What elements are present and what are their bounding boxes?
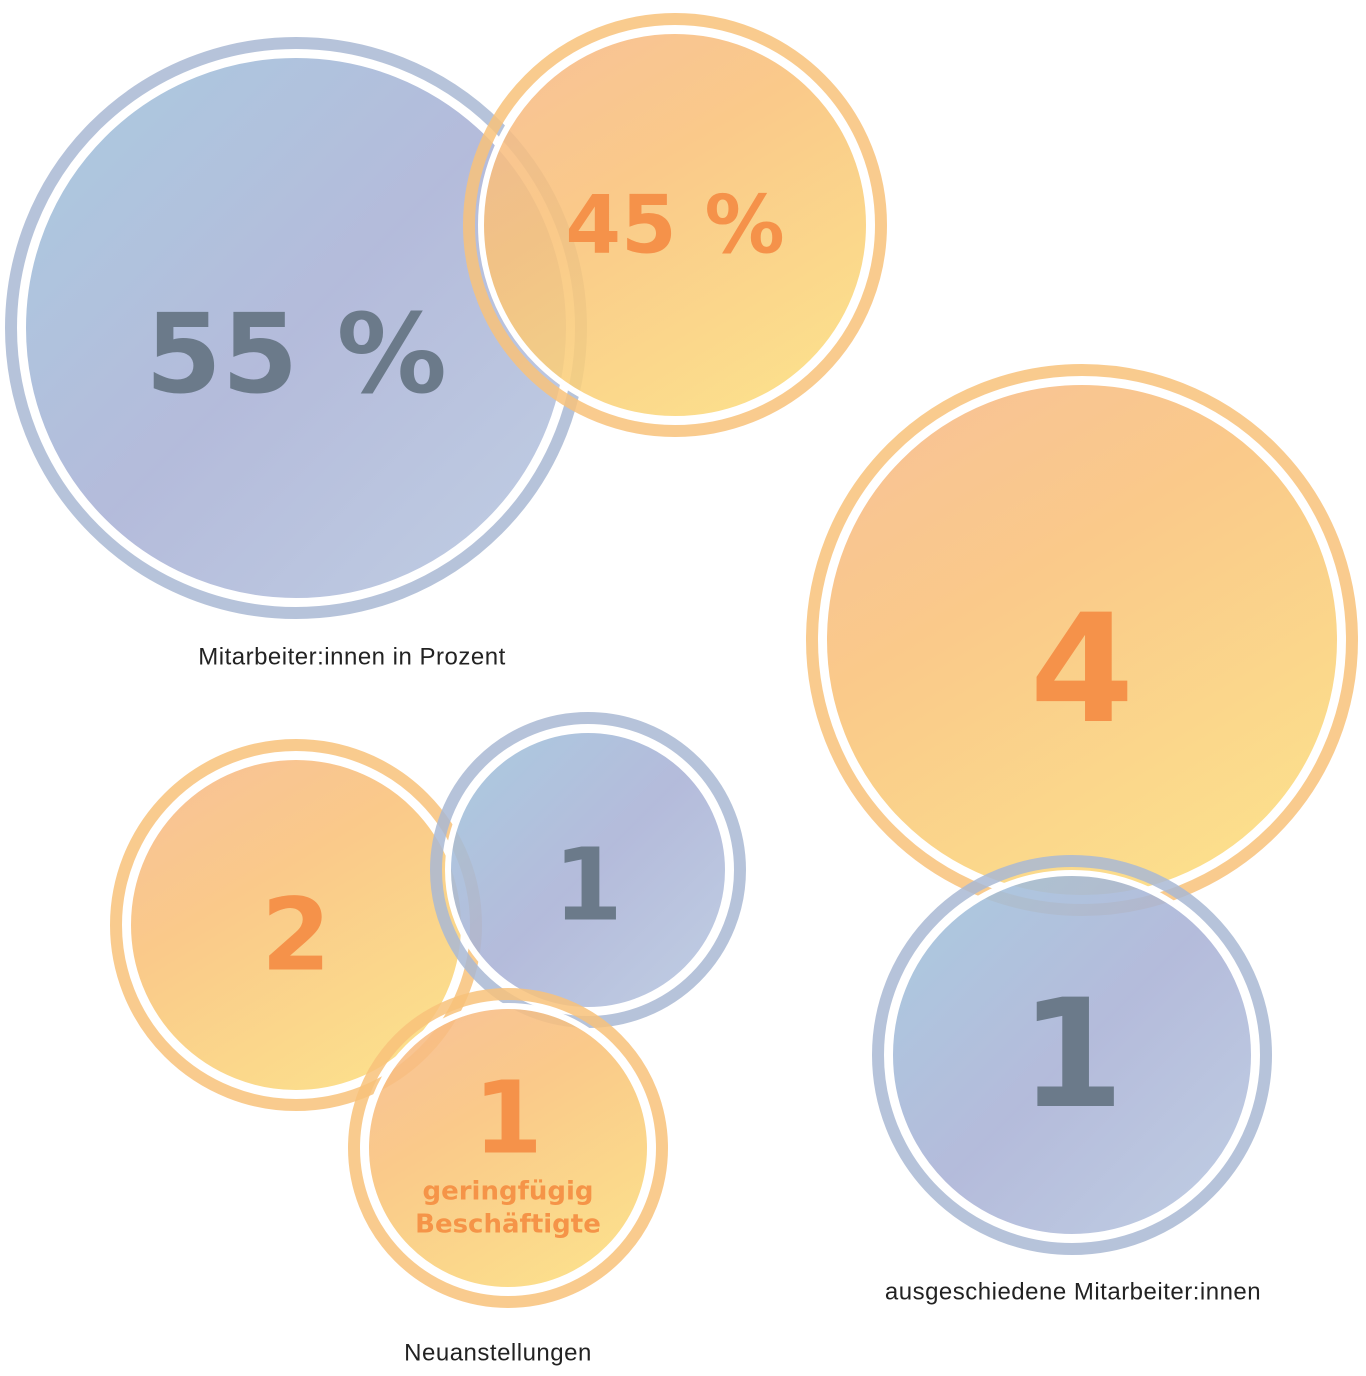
stat-value: 55 % <box>145 290 447 418</box>
stat-value: 1 <box>1020 968 1124 1142</box>
stat-note: geringfügig <box>422 1177 593 1207</box>
stat-value: 45 % <box>565 179 784 272</box>
stat-circle: 45 % <box>469 19 881 431</box>
stat-note: Beschäftigte <box>415 1210 601 1240</box>
group-label: Mitarbeiter:innen in Prozent <box>198 643 505 670</box>
stat-value: 1 <box>473 1060 543 1177</box>
infographic: 55 %45 %41211geringfügigBeschäftigteMita… <box>0 0 1366 1376</box>
stat-circle: 1 <box>436 718 740 1022</box>
group-label: Neuanstellungen <box>404 1339 592 1366</box>
stat-value: 1 <box>553 827 623 944</box>
stat-circle: 4 <box>812 370 1352 910</box>
stat-value: 4 <box>1030 583 1134 757</box>
group-label: ausgeschiedene Mitarbeiter:innen <box>885 1278 1261 1305</box>
stat-circle: 1 <box>878 861 1266 1249</box>
stat-value: 2 <box>261 877 331 994</box>
